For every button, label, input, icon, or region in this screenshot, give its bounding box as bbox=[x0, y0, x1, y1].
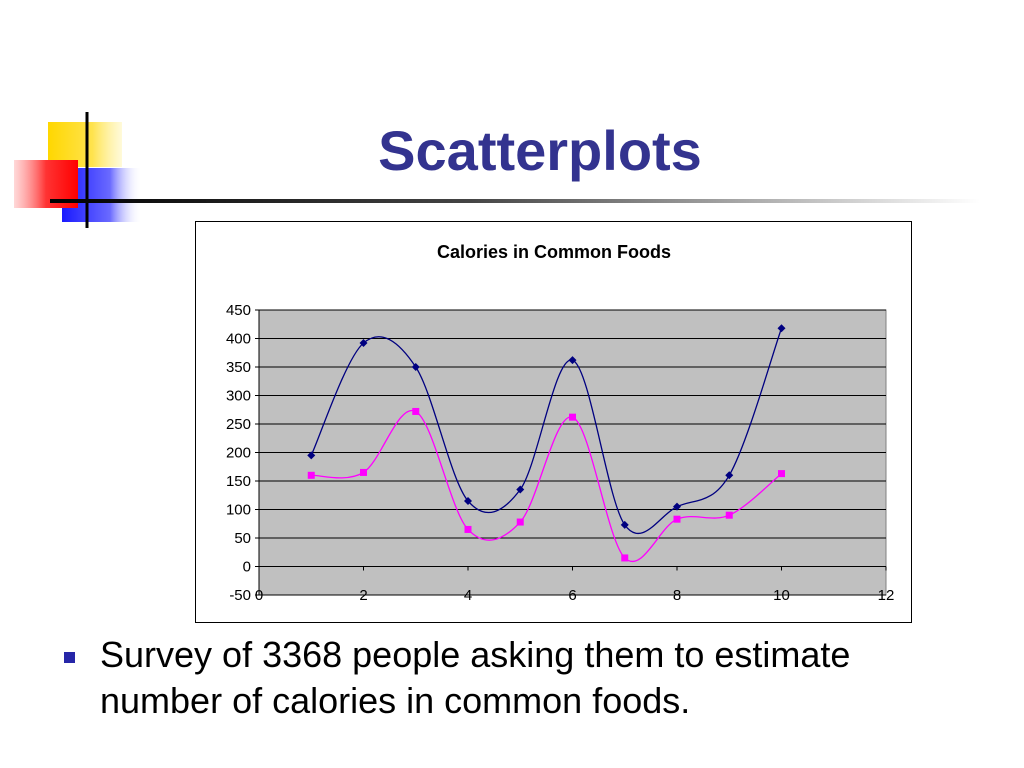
data-point-square bbox=[360, 468, 367, 476]
data-point-square bbox=[307, 471, 315, 479]
y-tick-label: -50 bbox=[229, 587, 251, 604]
data-point-diamond bbox=[307, 451, 316, 460]
bullet-marker bbox=[64, 652, 75, 663]
calories-chart: Calories in Common Foods -50050100150200… bbox=[226, 242, 895, 604]
data-point-square bbox=[412, 407, 420, 415]
y-tick-label: 0 bbox=[243, 559, 251, 576]
x-tick-label: 4 bbox=[464, 587, 472, 604]
bullet-text: Survey of 3368 people asking them to est… bbox=[100, 634, 851, 721]
chart-frame: Calories in Common Foods -50 0 50 100 150 200… bbox=[195, 221, 912, 623]
y-tick-label: 50 bbox=[234, 530, 251, 547]
y-tick-label: 300 bbox=[226, 388, 251, 405]
title-underline bbox=[50, 199, 980, 203]
x-tick-label: 12 bbox=[878, 587, 895, 604]
x-tick-label: 0 bbox=[255, 587, 263, 604]
y-tick-label: 450 bbox=[226, 302, 251, 319]
data-point-square bbox=[725, 511, 733, 519]
y-tick-label: 250 bbox=[226, 416, 251, 433]
data-point-diamond bbox=[673, 502, 681, 511]
decorative-corner-graphic bbox=[14, 112, 150, 228]
x-tick-label: 8 bbox=[673, 587, 681, 604]
data-point-diamond bbox=[568, 356, 577, 365]
y-tick-label: 150 bbox=[226, 473, 251, 490]
series-line-2 bbox=[311, 409, 782, 562]
data-point-square bbox=[464, 525, 472, 533]
series-line-1 bbox=[310, 328, 783, 534]
x-tick-label: 10 bbox=[773, 587, 790, 604]
slide-title: Scatterplots bbox=[378, 119, 702, 182]
data-point-square bbox=[516, 518, 524, 526]
data-point-square bbox=[778, 470, 785, 478]
data-point-diamond bbox=[725, 471, 734, 480]
y-tick-label: 200 bbox=[226, 445, 251, 462]
data-point-square bbox=[673, 515, 681, 523]
data-point-diamond bbox=[411, 363, 420, 371]
data-point-diamond bbox=[359, 339, 368, 348]
x-tick-label: 6 bbox=[568, 587, 576, 604]
y-tick-label: 400 bbox=[226, 331, 251, 348]
chart-title: Calories in Common Foods bbox=[437, 242, 671, 262]
x-tick-label: 2 bbox=[359, 587, 367, 604]
data-point-diamond bbox=[777, 324, 786, 333]
y-tick-label: 350 bbox=[226, 359, 251, 376]
data-point-diamond bbox=[620, 520, 629, 529]
data-point-square bbox=[569, 413, 576, 421]
data-point-square bbox=[621, 554, 629, 562]
data-point-diamond bbox=[516, 485, 525, 494]
data-point-diamond bbox=[464, 496, 472, 505]
y-tick-label: 100 bbox=[226, 502, 251, 519]
